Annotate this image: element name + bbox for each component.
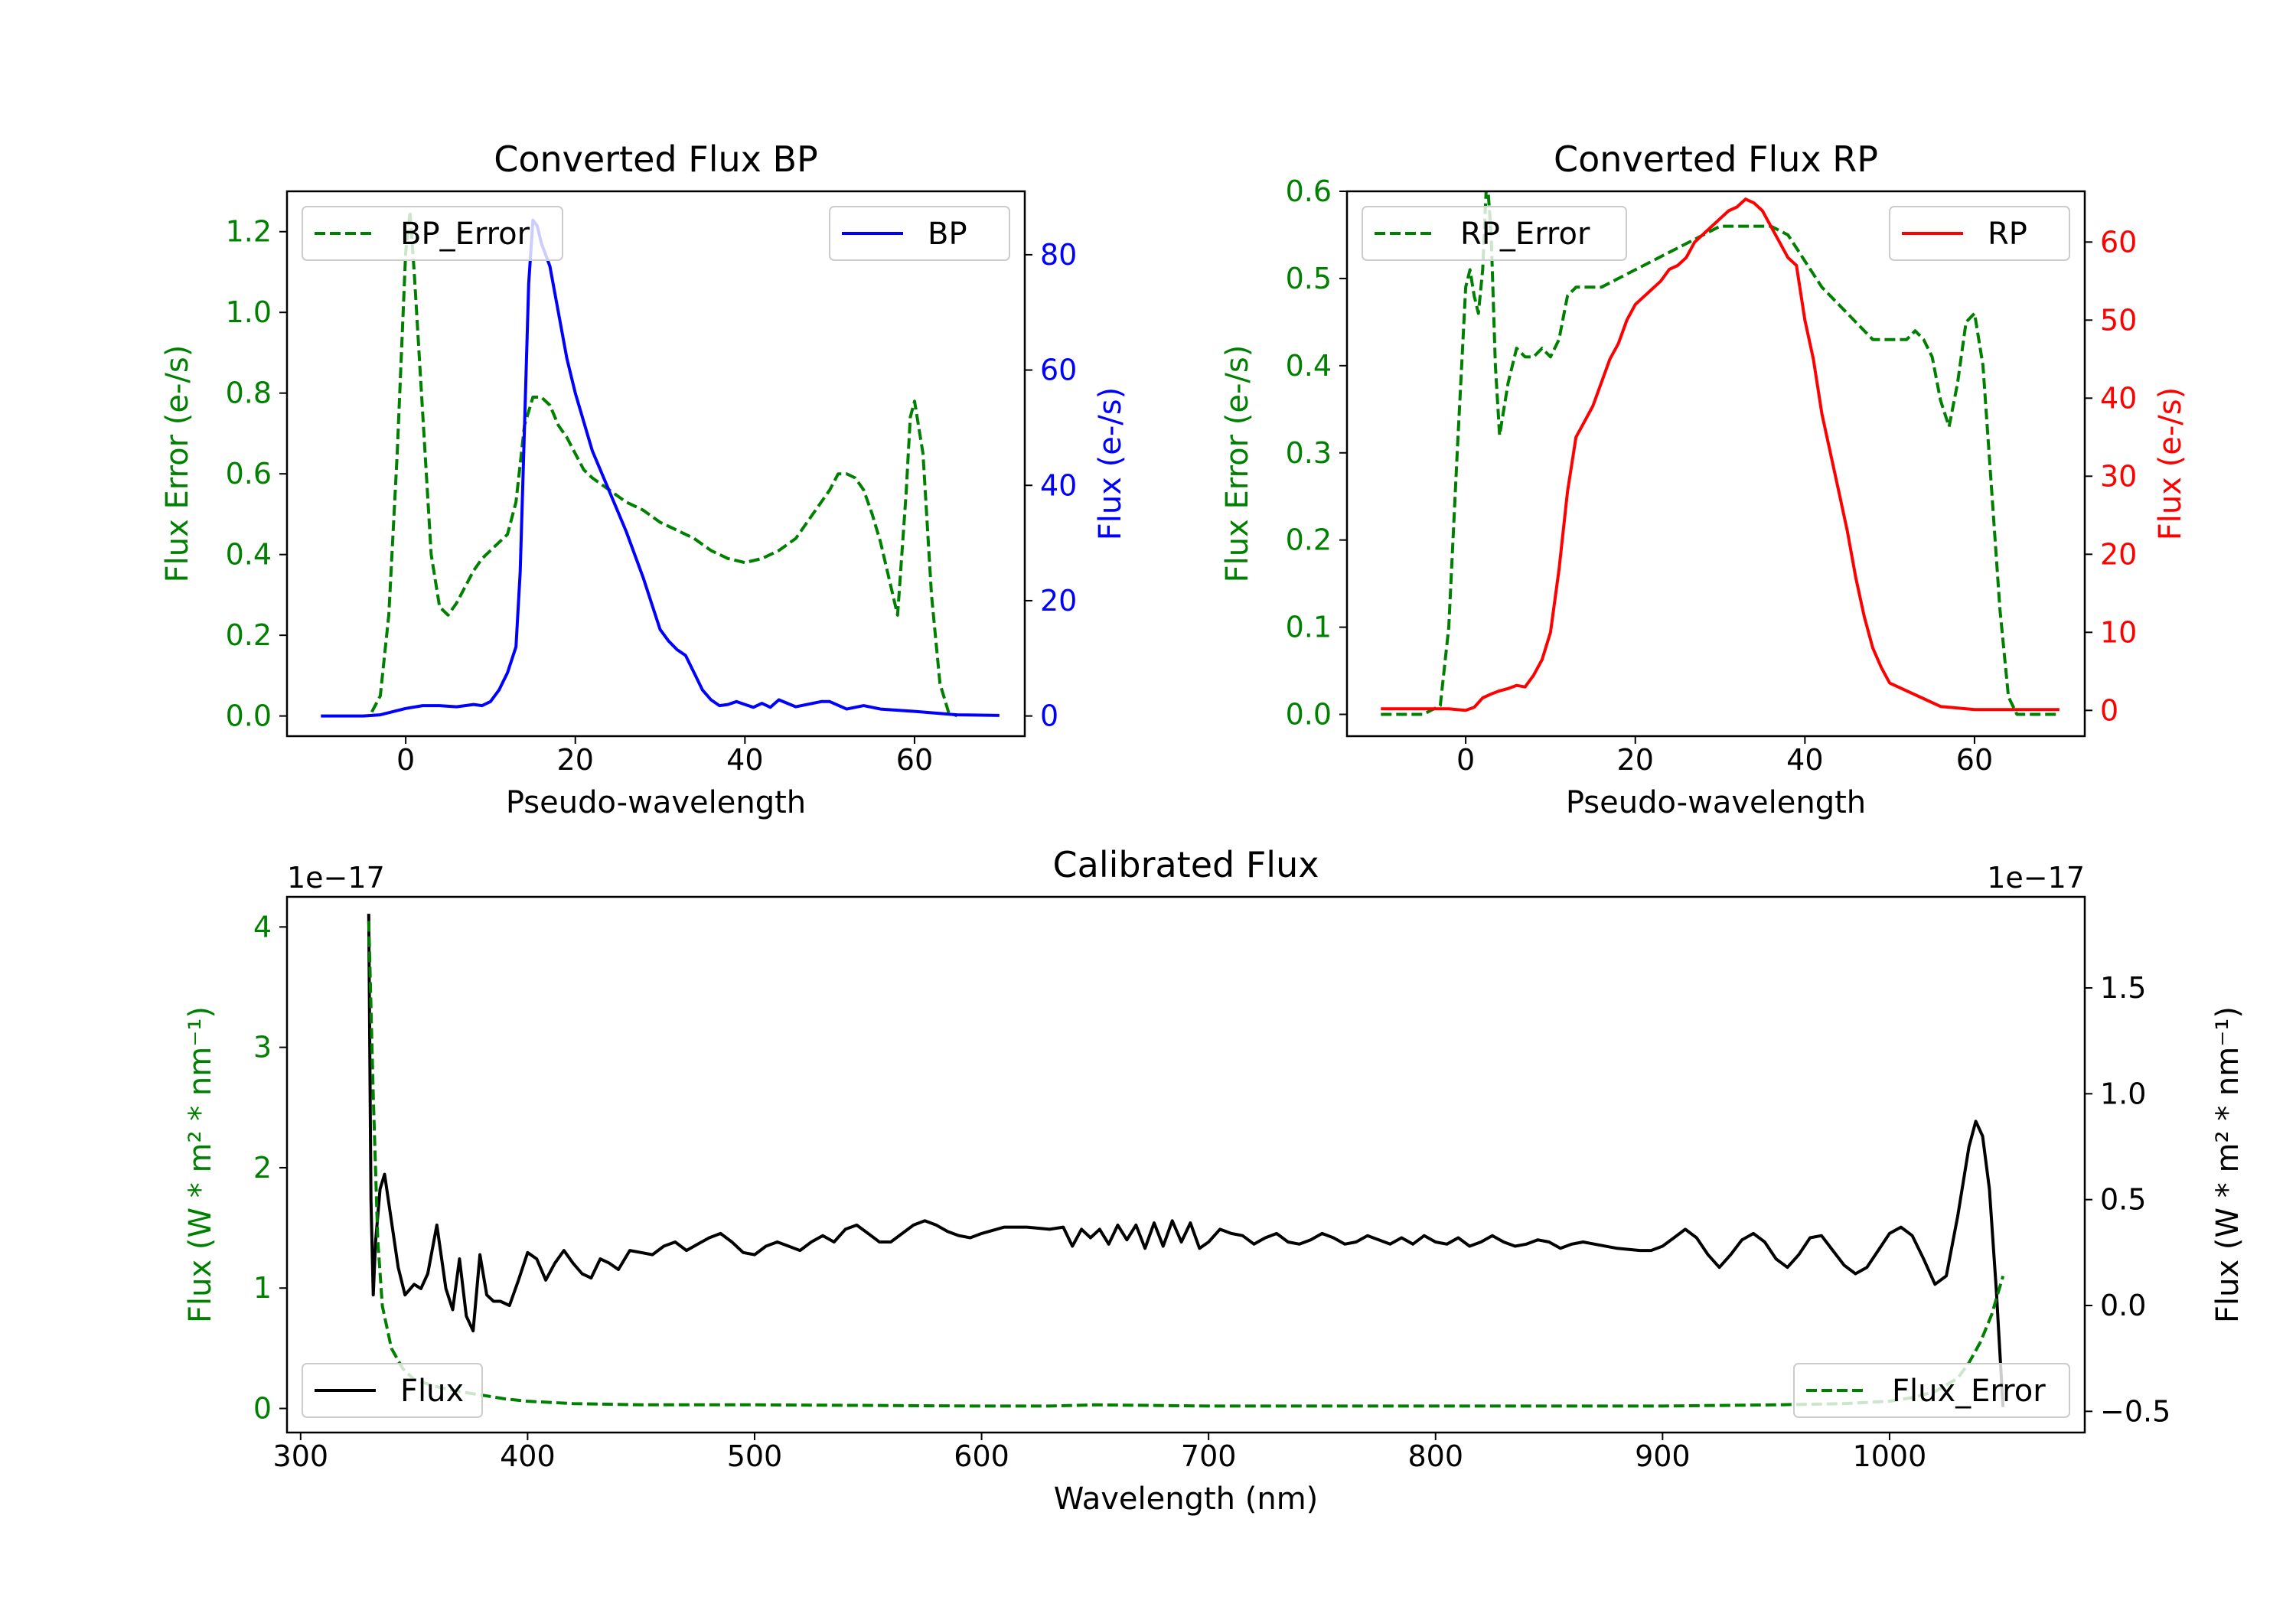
y-tick-label-right: 0.5 — [2100, 1183, 2146, 1217]
x-tick-label: 300 — [273, 1439, 329, 1473]
x-tick-label: 20 — [557, 743, 594, 777]
y-axis-label-right: Flux (e-/s) — [2153, 387, 2188, 540]
x-axis-label: Pseudo-wavelength — [506, 785, 806, 820]
plot-frame — [1345, 190, 2086, 738]
legend-box — [302, 1363, 483, 1418]
y-tick-label-left: 0 — [253, 1392, 272, 1426]
legend-label: Flux_Error — [1892, 1374, 2046, 1409]
x-tick-label: 500 — [727, 1439, 783, 1473]
legend-BP_Error: BP_Error — [302, 206, 563, 261]
y-tick-label-left: 0.2 — [226, 618, 272, 652]
y-tick-label-left: 0.3 — [1286, 436, 1332, 470]
series-Flux — [367, 914, 2005, 1407]
legend-box — [829, 206, 1010, 261]
legend-label: RP — [1988, 217, 2027, 252]
y-tick-label-left: 0.6 — [1286, 174, 1332, 208]
y-tick-label-right: 20 — [1040, 584, 1077, 618]
y-tick-label-left: 1.2 — [226, 215, 272, 249]
y-tick-label-left: 0.5 — [1286, 262, 1332, 295]
legend-box — [1362, 206, 1627, 261]
y-axis-label-left: Flux Error (e-/s) — [160, 345, 195, 583]
y-axis-label-right: Flux (W * m² * nm⁻¹) — [2210, 1006, 2245, 1323]
y-tick-label-right: 30 — [2100, 459, 2137, 493]
series-BP — [321, 218, 1000, 718]
x-tick-label: 60 — [1956, 743, 1993, 777]
x-tick-label: 900 — [1635, 1439, 1691, 1473]
chart-rp: 0 20 40 60 0.0 0.1 0.2 0.3 0.4 0.5 0.6 0 10 20 30 40 50 6… — [1220, 139, 2188, 820]
y-tick-label-right: 80 — [1040, 238, 1077, 272]
offset-label-right: 1e−17 — [1987, 861, 2085, 895]
chart-title: Converted Flux BP — [494, 139, 818, 180]
plot-frame — [285, 190, 1026, 738]
y-tick-label-left: 0.4 — [1286, 349, 1332, 383]
x-tick-label: 60 — [896, 743, 933, 777]
x-tick-label: 400 — [500, 1439, 556, 1473]
y-tick-label-left: 4 — [253, 910, 272, 944]
y-tick-label-left: 0.0 — [226, 699, 272, 733]
y-tick-label-left: 2 — [253, 1151, 272, 1185]
y-tick-label-right: 1.5 — [2100, 971, 2146, 1005]
legend-RP_Error: RP_Error — [1362, 206, 1627, 261]
series-RP — [1381, 197, 2060, 712]
chart-cal: 300 400 500 600 700 800 900 1000 0 1 2 3 4 −0.5 0.0 0.5… — [183, 844, 2245, 1517]
y-tick-label-left: 0.2 — [1286, 523, 1332, 557]
legend-RP: RP — [1889, 206, 2070, 261]
x-tick-label: 20 — [1617, 743, 1654, 777]
x-tick-label: 40 — [1786, 743, 1823, 777]
y-tick-label-right: 0 — [2100, 693, 2118, 727]
chart-title: Calibrated Flux — [1053, 844, 1319, 885]
y-tick-label-left: 3 — [253, 1031, 272, 1064]
chart-title: Converted Flux RP — [1554, 139, 1878, 180]
offset-label-left: 1e−17 — [287, 861, 385, 895]
y-tick-label-right: 50 — [2100, 303, 2137, 337]
y-tick-label-right: 40 — [2100, 381, 2137, 415]
x-tick-label: 700 — [1181, 1439, 1237, 1473]
legend-Flux: Flux — [302, 1363, 483, 1418]
y-axis-label-left: Flux Error (e-/s) — [1220, 345, 1255, 583]
y-tick-label-right: 0 — [1040, 699, 1058, 733]
y-tick-label-right: 60 — [1040, 354, 1077, 387]
y-tick-label-right: 60 — [2100, 225, 2137, 259]
legend-label: Flux — [400, 1374, 464, 1409]
y-axis-label-left: Flux (W * m² * nm⁻¹) — [183, 1006, 218, 1323]
y-tick-label-right: −0.5 — [2100, 1394, 2170, 1428]
y-tick-label-left: 0.8 — [226, 376, 272, 410]
x-tick-label: 600 — [954, 1439, 1009, 1473]
x-axis-label: Pseudo-wavelength — [1566, 785, 1866, 820]
x-tick-label: 1000 — [1853, 1439, 1927, 1473]
x-axis-label: Wavelength (nm) — [1054, 1482, 1319, 1517]
x-tick-label: 40 — [726, 743, 763, 777]
x-tick-label: 0 — [396, 743, 415, 777]
legend-label: BP — [928, 217, 967, 252]
y-tick-label-left: 0.4 — [226, 538, 272, 572]
legend-box — [302, 206, 563, 261]
legend-box — [1793, 1363, 2070, 1418]
y-tick-label-left: 0.6 — [226, 457, 272, 491]
y-tick-label-right: 10 — [2100, 615, 2137, 649]
y-tick-label-right: 1.0 — [2100, 1077, 2146, 1110]
series-Flux_Error — [367, 921, 2005, 1408]
y-tick-label-right: 0.0 — [2100, 1289, 2146, 1322]
legend-box — [1889, 206, 2070, 261]
y-tick-label-left: 0.1 — [1286, 611, 1332, 644]
legend-label: BP_Error — [400, 217, 530, 252]
legend-BP: BP — [829, 206, 1010, 261]
legend-Flux_Error: Flux_Error — [1793, 1363, 2070, 1418]
x-tick-label: 0 — [1456, 743, 1475, 777]
plot-frame — [285, 895, 2086, 1434]
y-tick-label-right: 20 — [2100, 537, 2137, 571]
legend-label: RP_Error — [1460, 217, 1590, 252]
y-tick-label-left: 1 — [253, 1271, 272, 1305]
x-tick-label: 800 — [1407, 1439, 1463, 1473]
y-axis-label-right: Flux (e-/s) — [1093, 387, 1128, 540]
y-tick-label-right: 40 — [1040, 468, 1077, 502]
y-tick-label-left: 0.0 — [1286, 698, 1332, 732]
chart-bp: 0 20 40 60 0.0 0.2 0.4 0.6 0.8 1.0 1.2 0 20 40 60 80 Con… — [160, 139, 1128, 820]
y-tick-label-left: 1.0 — [226, 295, 272, 329]
series-BP_Error — [370, 210, 958, 718]
